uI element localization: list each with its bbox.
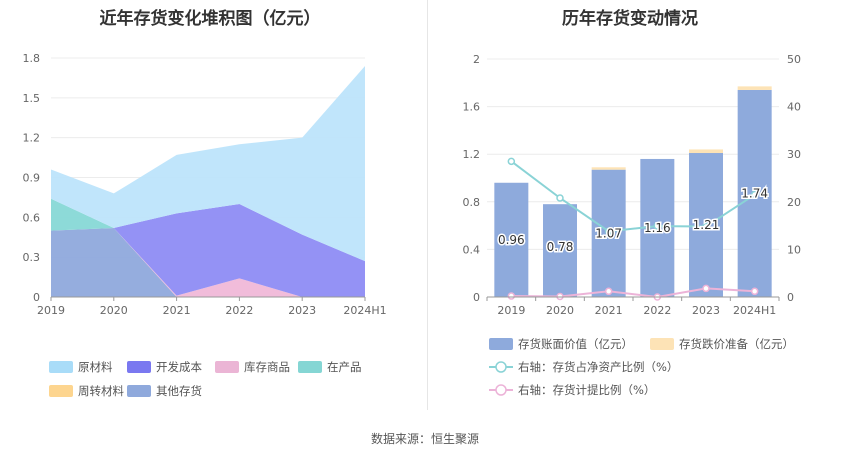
y-tick-label: 0 — [33, 291, 40, 304]
legend-label: 周转材料 — [78, 384, 124, 398]
x-tick-label: 2024H1 — [343, 304, 386, 317]
y-tick-label: 1.8 — [23, 52, 41, 65]
line-point — [702, 222, 710, 231]
line-series — [511, 287, 755, 299]
y-tick-label: 0.6 — [23, 211, 41, 224]
right-y-tick-label: 10 — [787, 243, 801, 256]
legend-label: 其他存货 — [156, 384, 202, 398]
area-series — [51, 65, 365, 262]
legend-swatch — [215, 361, 239, 373]
line-point — [556, 194, 564, 202]
left-y-tick-label: 1.6 — [463, 101, 481, 114]
bar-value-label: 1.07 — [595, 226, 622, 240]
line-point — [653, 222, 662, 230]
panel-divider — [427, 0, 428, 410]
legend-swatch — [127, 385, 151, 397]
area-series — [51, 198, 365, 297]
legend-marker — [495, 361, 507, 373]
bar-impairment — [737, 86, 772, 90]
legend-label: 存货账面价值（亿元） — [518, 337, 633, 351]
right-y-tick-label: 50 — [787, 53, 801, 66]
y-tick-label: 0.9 — [23, 172, 41, 185]
x-tick-label: 2020 — [546, 304, 574, 317]
line-series — [510, 160, 756, 233]
line-point — [604, 287, 613, 296]
legend-marker — [495, 384, 507, 396]
right-y-tick-label: 40 — [787, 101, 801, 114]
right-y-tick-label: 30 — [787, 148, 801, 161]
legend-label: 右轴：存货计提比例（%） — [518, 383, 655, 397]
line-point — [702, 284, 710, 293]
right-chart-title: 历年存货变动情况 — [562, 9, 698, 29]
legend-swatch — [49, 385, 73, 397]
legend-label: 开发成本 — [156, 360, 202, 374]
bar-value-label: 1.21 — [693, 218, 720, 232]
left-y-tick-label: 0.4 — [463, 243, 481, 256]
legend-swatch — [489, 338, 513, 350]
legend-label: 存货跌价准备（亿元） — [679, 337, 794, 351]
x-tick-label: 2021 — [163, 304, 191, 317]
y-tick-label: 1.5 — [23, 92, 41, 105]
bar-value-label: 1.16 — [644, 221, 671, 235]
legend-swatch — [127, 361, 151, 373]
legend-label: 原材料 — [78, 360, 113, 374]
left-y-tick-label: 0.8 — [463, 196, 481, 209]
legend-swatch — [650, 338, 674, 350]
legend-label: 在产品 — [327, 360, 362, 374]
x-tick-label: 2023 — [288, 304, 316, 317]
line-point — [750, 287, 759, 296]
right-y-tick-label: 0 — [787, 291, 794, 304]
line-point — [507, 292, 516, 300]
legend-swatch — [298, 361, 322, 373]
x-tick-label: 2022 — [643, 304, 671, 317]
bar-value-label: 1.74 — [741, 186, 768, 200]
bar-book-value — [543, 204, 577, 297]
x-tick-label: 2021 — [595, 304, 623, 317]
bar-value-label: 0.78 — [547, 240, 574, 254]
line-point — [750, 190, 759, 199]
x-tick-label: 2019 — [497, 304, 525, 317]
y-tick-label: 0.3 — [23, 251, 41, 264]
right-y-tick-label: 20 — [787, 196, 801, 209]
left-y-tick-label: 0 — [473, 291, 480, 304]
bar-impairment — [689, 149, 723, 154]
left-chart-title: 近年存货变化堆积图（亿元） — [99, 9, 321, 29]
x-tick-label: 2019 — [37, 304, 65, 317]
legend-label: 右轴：存货占净资产比例（%） — [518, 360, 678, 374]
y-tick-label: 1.2 — [23, 132, 41, 145]
x-tick-label: 2022 — [225, 304, 253, 317]
legend-label: 库存商品 — [244, 360, 290, 374]
x-tick-label: 2020 — [100, 304, 128, 317]
line-point — [507, 157, 516, 166]
left-y-tick-label: 1.2 — [463, 148, 481, 161]
x-tick-label: 2023 — [692, 304, 720, 317]
legend-swatch — [49, 361, 73, 373]
bar-impairment — [591, 167, 626, 170]
left-y-tick-label: 2 — [473, 53, 480, 66]
x-tick-label: 2024H1 — [733, 304, 776, 317]
stacked-area-chart: 0 0.3 0.6 0.9 1.2 1.5 1.8 2019 2020 2021 2022 2023 2… — [23, 52, 387, 398]
line-point — [604, 227, 613, 236]
data-source-note: 数据来源：恒生聚源 — [370, 432, 479, 446]
bar-value-label: 0.96 — [498, 233, 525, 247]
bar-book-value — [494, 182, 529, 297]
